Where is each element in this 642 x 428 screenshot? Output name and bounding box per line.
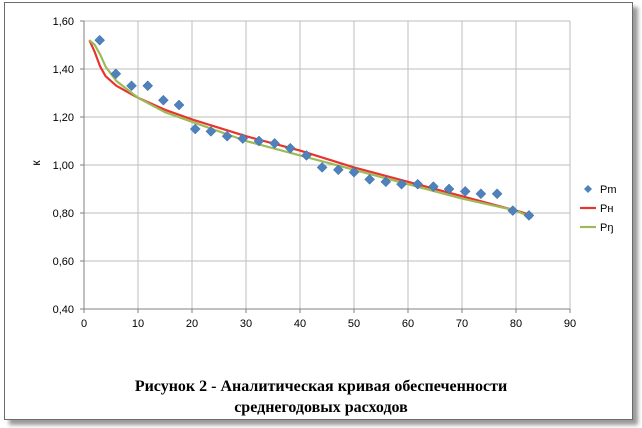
data-point-marker: [412, 178, 424, 190]
figure-caption-line-1: Рисунок 2 - Аналитическая кривая обеспеч…: [134, 378, 508, 395]
x-tick-labels: 0 10 20 30 40 50 60 70 80 90: [81, 318, 576, 330]
x-tick-label: 70: [456, 318, 468, 330]
legend-label-1: Pн: [600, 203, 613, 215]
data-point-marker: [253, 135, 265, 147]
data-point-marker: [428, 181, 439, 192]
data-point-marker: [94, 34, 106, 46]
data-point-marker: [443, 183, 455, 195]
data-point-marker: [348, 166, 360, 178]
data-point-marker: [332, 164, 344, 176]
data-point-marker: [126, 80, 137, 92]
data-point-marker: [316, 162, 328, 173]
y-tick-label: 1,40: [53, 64, 74, 76]
x-tick-label: 40: [294, 318, 306, 330]
data-point-marker: [396, 178, 407, 190]
data-point-marker: [205, 126, 217, 137]
x-tick-label: 0: [81, 318, 87, 330]
x-tick-label: 30: [240, 318, 252, 330]
legend: Pm Pн Pŋ: [580, 184, 617, 234]
data-point-marker: [475, 188, 487, 200]
x-tick-label: 50: [348, 318, 360, 330]
data-point-marker: [189, 123, 201, 135]
series-line-2: [88, 39, 533, 219]
x-tick-label: 20: [186, 318, 198, 330]
x-tick-label: 60: [402, 318, 414, 330]
figure-caption-line-2: среднегодовых расходов: [234, 399, 408, 416]
data-point-marker: [221, 130, 233, 142]
data-point-marker: [142, 80, 154, 92]
x-tick-label: 90: [564, 318, 576, 330]
x-tick-label: 80: [510, 318, 522, 330]
axes: [80, 20, 571, 313]
y-tick-labels: 0,40 0,60 0,80 1,00 1,20 1,40 1,60: [53, 16, 74, 316]
data-point-marker: [491, 188, 503, 200]
y-tick-label: 1,60: [53, 16, 74, 28]
data-point-marker: [110, 68, 122, 80]
y-tick-label: 0,40: [53, 304, 74, 316]
y-tick-label: 0,60: [53, 256, 74, 268]
y-tick-label: 0,80: [53, 208, 74, 220]
data-point-marker: [364, 174, 376, 185]
data-point-marker: [507, 205, 519, 216]
data-point-marker: [523, 210, 535, 221]
y-axis-title: к: [29, 160, 43, 166]
grid: [84, 20, 571, 310]
data-point-marker: [284, 142, 296, 154]
x-tick-label: 10: [132, 318, 144, 330]
data-point-marker: [459, 186, 471, 197]
data-point-marker: [269, 138, 280, 149]
y-tick-label: 1,20: [53, 112, 74, 124]
data-point-marker: [380, 176, 392, 188]
legend-label-0: Pm: [600, 184, 617, 196]
legend-marker-0: [584, 185, 592, 193]
series-layer: [88, 34, 535, 221]
data-point-marker: [173, 99, 185, 111]
data-point-marker: [301, 150, 312, 161]
data-point-marker: [158, 94, 169, 106]
series-line-1: [88, 39, 533, 217]
legend-label-2: Pŋ: [600, 222, 613, 234]
y-tick-label: 1,00: [53, 160, 74, 172]
data-point-marker: [237, 133, 249, 144]
